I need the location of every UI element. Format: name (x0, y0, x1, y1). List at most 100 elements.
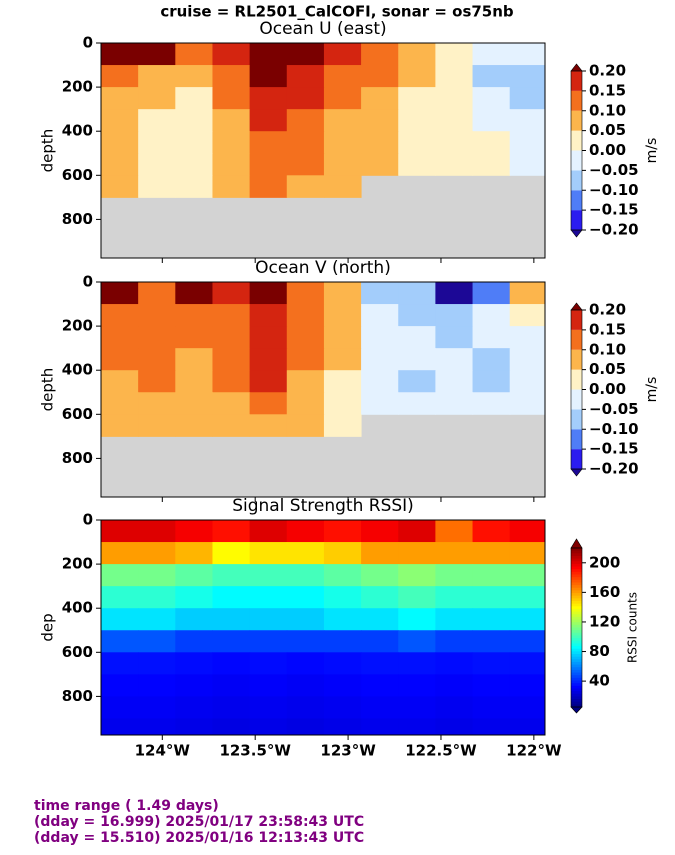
cell (323, 586, 362, 609)
colorbar-segment (571, 693, 582, 697)
cell (435, 348, 474, 371)
cell (509, 131, 545, 154)
colorbar-segment (571, 664, 582, 668)
cell (286, 652, 325, 675)
colorbar-tick-label: −0.20 (589, 221, 639, 239)
cell (323, 109, 362, 132)
colorbar-segment (571, 553, 582, 557)
colorbar-tick-label: 0.05 (589, 121, 626, 139)
cell (398, 630, 436, 653)
cell (361, 718, 399, 735)
cell (472, 520, 511, 543)
cell (323, 370, 362, 393)
cell (212, 392, 251, 415)
colorbar-tick-label: 0.20 (589, 62, 626, 80)
cell (175, 718, 213, 735)
cell (175, 348, 213, 371)
colorbar-segment (571, 601, 582, 605)
cell (249, 326, 288, 349)
cell (435, 392, 474, 415)
cell (249, 131, 288, 154)
colorbar-segment (571, 210, 582, 230)
cell (323, 696, 362, 719)
colorbar-segment (571, 190, 582, 211)
cell (101, 282, 139, 305)
cell (472, 87, 511, 110)
footer-line: (dday = 16.999) 2025/01/17 23:58:43 UTC (34, 814, 364, 830)
colorbar-segment (571, 329, 582, 350)
cell (175, 370, 213, 393)
y-tick-label: 600 (62, 405, 93, 423)
cell (286, 630, 325, 653)
cell (175, 630, 213, 653)
cell (138, 109, 176, 132)
colorbar-segment (571, 683, 582, 687)
cell (361, 304, 399, 327)
cell (138, 586, 176, 609)
cell (398, 87, 436, 110)
cell (286, 564, 325, 587)
cell (249, 674, 288, 697)
cell (286, 414, 325, 437)
cell (361, 392, 399, 415)
cell (286, 326, 325, 349)
cell (398, 392, 436, 415)
axes-frame (100, 519, 546, 736)
cell (212, 304, 251, 327)
colorbar-segment (571, 624, 582, 628)
cell (435, 630, 474, 653)
colorbar-extend-under (570, 706, 583, 714)
cell (101, 153, 139, 176)
colorbar-segment (571, 632, 582, 636)
y-tick-label: 0 (83, 34, 93, 52)
y-tick-label: 400 (62, 361, 93, 379)
colorbar-segment (571, 563, 582, 568)
cell (398, 131, 436, 154)
cell (175, 153, 213, 176)
cell (286, 304, 325, 327)
field (101, 43, 545, 198)
cell (398, 304, 436, 327)
colorbar-tick-label: −0.20 (589, 460, 639, 478)
cell (175, 43, 213, 66)
colorbar-segment (571, 449, 582, 469)
cell (509, 696, 545, 719)
cell (472, 282, 511, 305)
cell (175, 674, 213, 697)
cell (435, 586, 474, 609)
cell (175, 304, 213, 327)
cell (175, 282, 213, 305)
cell (249, 718, 288, 735)
cell (101, 131, 139, 154)
cell (398, 348, 436, 371)
cell (509, 542, 545, 565)
cell (361, 674, 399, 697)
colorbar-segment (571, 550, 582, 554)
y-axis-label: depth (39, 129, 57, 173)
cell (435, 153, 474, 176)
colorbar-tick-label: 160 (589, 583, 620, 601)
colorbar-segment (571, 571, 582, 575)
colorbar-segment (571, 680, 582, 684)
colorbar-segment (571, 701, 582, 705)
cell (361, 564, 399, 587)
cell (361, 630, 399, 653)
colorbar-segment (571, 691, 582, 695)
cell (323, 414, 362, 437)
cell (472, 718, 511, 735)
cell (175, 542, 213, 565)
cell (212, 696, 251, 719)
cell (435, 304, 474, 327)
cell (101, 414, 139, 437)
cell (472, 348, 511, 371)
cell (249, 370, 288, 393)
cell (249, 282, 288, 305)
panel-title: Signal Strength RSSI) (232, 496, 414, 516)
cell (249, 153, 288, 176)
cell (212, 608, 251, 631)
cell (435, 87, 474, 110)
colorbar-segment (571, 595, 582, 599)
cell (509, 630, 545, 653)
cell (323, 630, 362, 653)
cell (286, 718, 325, 735)
